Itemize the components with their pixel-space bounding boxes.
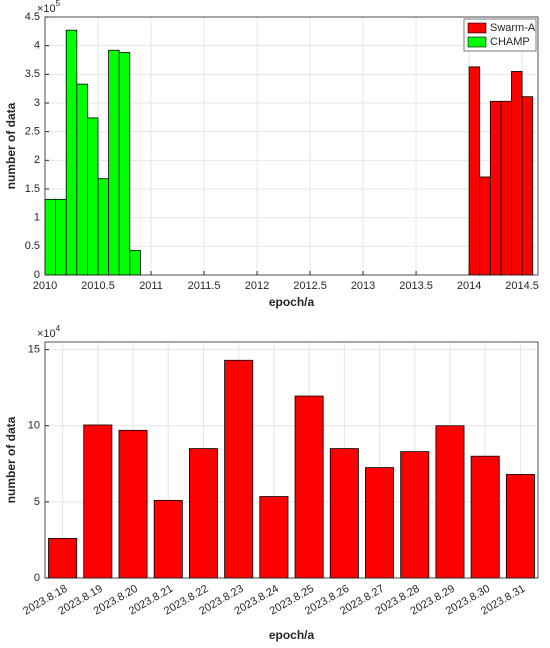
bar [365, 467, 395, 579]
axes-frame [44, 341, 539, 579]
x-tick-label: 2013.5 [399, 280, 433, 292]
bar [97, 178, 110, 276]
y-multiplier-base: ×10 [37, 3, 56, 15]
x-tick-label: 2014 [457, 280, 481, 292]
y-multiplier: ×104 [37, 324, 61, 340]
bar [224, 359, 254, 579]
y-tick-label: 3 [34, 97, 40, 109]
legend-label: CHAMP [490, 36, 530, 48]
bar [83, 424, 113, 579]
x-tick-label: 2013 [351, 280, 375, 292]
y-tick-label: 0 [34, 572, 40, 584]
y-tick-label: 1.5 [25, 183, 40, 195]
bar [129, 249, 141, 276]
x-tick-label: 2010 [33, 280, 57, 292]
bar [48, 538, 78, 579]
bar [87, 117, 99, 276]
bar [468, 66, 481, 276]
bar [55, 198, 67, 276]
bar [329, 448, 359, 579]
legend-swatch [467, 22, 487, 34]
x-tick-label: 2010.5 [81, 280, 115, 292]
bar [188, 448, 218, 579]
bar [505, 474, 535, 579]
bar [489, 100, 502, 276]
bar [108, 49, 120, 276]
bar [118, 429, 148, 579]
y-tick-label: 5 [34, 496, 40, 508]
y-multiplier-exponent: 4 [56, 324, 61, 333]
bar [479, 176, 491, 276]
axes-frame [44, 16, 539, 276]
x-tick-label: 2014.5 [505, 280, 539, 292]
y-tick-label: 15 [28, 344, 40, 356]
y-multiplier-base: ×10 [37, 328, 56, 340]
y-multiplier: ×105 [37, 0, 61, 15]
y-tick-label: 2.5 [25, 126, 40, 138]
y-axis-label: number of data [4, 102, 18, 189]
bar [470, 455, 500, 579]
x-axis-label: epoch/a [269, 628, 315, 642]
y-tick-label: 1 [34, 212, 40, 224]
legend-label: Swarm-A [490, 22, 536, 34]
bar [521, 96, 534, 276]
y-tick-label: 4 [34, 40, 40, 52]
bar [435, 425, 465, 579]
y-tick-label: 3.5 [25, 68, 40, 80]
y-multiplier-exponent: 5 [56, 0, 61, 8]
y-tick-label: 0.5 [25, 240, 40, 252]
y-tick-label: 2 [34, 154, 40, 166]
y-tick-label: 10 [28, 420, 40, 432]
x-tick-label: 2011 [139, 280, 163, 292]
bar [511, 71, 523, 276]
bar [294, 395, 324, 579]
y-axis-label: number of data [4, 416, 18, 503]
x-tick-label: 2012.5 [293, 280, 327, 292]
bar [44, 198, 57, 276]
bar [153, 499, 183, 579]
bar [400, 451, 430, 579]
bar [259, 496, 289, 579]
bar [500, 100, 512, 276]
x-tick-label: 2012 [245, 280, 269, 292]
x-axis-label: epoch/a [269, 295, 315, 309]
bar [76, 83, 88, 276]
legend-swatch [467, 36, 487, 48]
y-tick-label: 0 [34, 269, 40, 281]
x-tick-label: 2011.5 [188, 280, 221, 292]
y-tick-label: 4.5 [25, 11, 40, 23]
bar [118, 52, 131, 276]
bar [65, 29, 78, 276]
